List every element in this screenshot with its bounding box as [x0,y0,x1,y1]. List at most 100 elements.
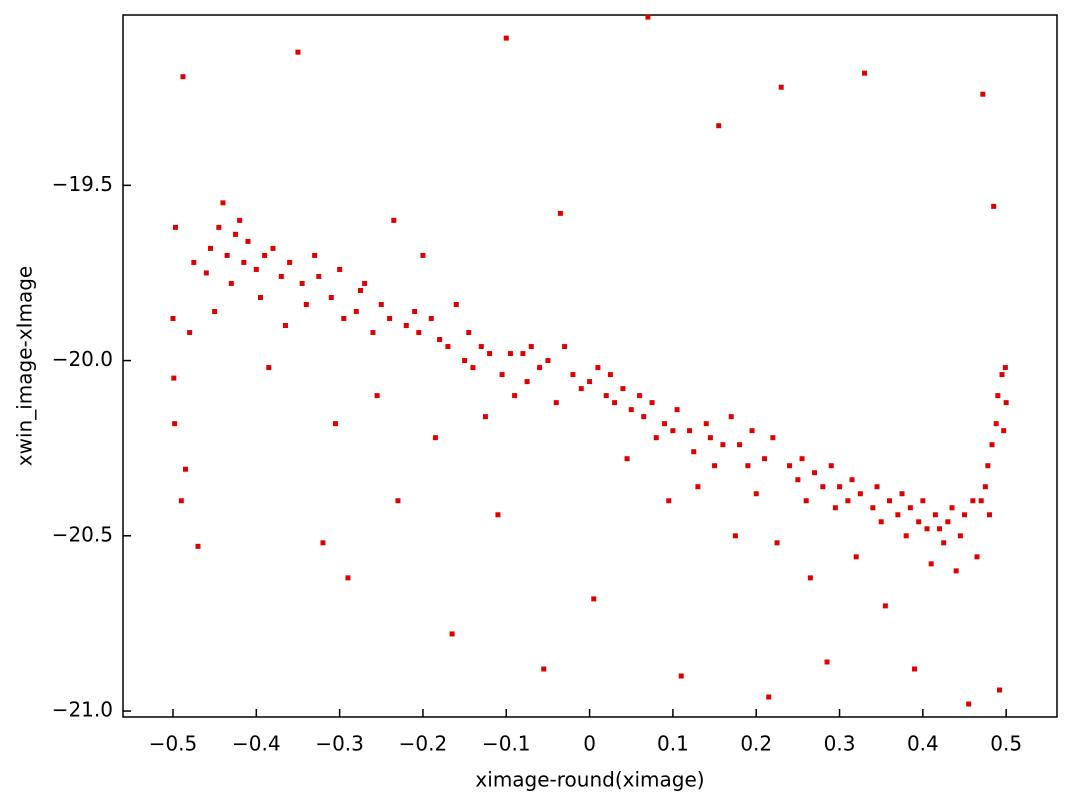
point [216,224,222,230]
point [732,533,738,539]
point [703,421,709,427]
point [653,435,659,441]
point [837,484,843,490]
point [849,477,855,483]
x-tick-label: 0.2 [740,732,772,756]
y-tick-label: −20.5 [52,522,113,546]
point [487,351,493,357]
point [674,407,680,413]
x-tick-label: −0.4 [232,732,281,756]
point [203,270,209,276]
point [299,280,305,286]
point [870,505,876,511]
point [570,372,576,378]
point [595,365,601,371]
point [624,456,630,462]
point [587,379,593,385]
point [253,266,259,272]
point [857,491,863,497]
x-tick-label: −0.5 [149,732,198,756]
point [178,498,184,504]
point [895,512,901,518]
point [303,301,309,307]
point [337,266,343,272]
point [695,484,701,490]
point [941,540,947,546]
point [228,280,234,286]
point [995,393,1001,399]
x-tick-label: 0.3 [824,732,856,756]
point [991,203,997,209]
point [824,659,830,665]
point [537,365,543,371]
point [720,442,726,448]
point [578,386,584,392]
point [982,484,988,490]
point [462,358,468,364]
point [637,393,643,399]
x-tick-label: −0.2 [399,732,448,756]
point [345,575,351,581]
point [172,421,178,427]
point [993,421,999,427]
point [278,273,284,279]
point [370,330,376,336]
point [712,463,718,469]
point [753,491,759,497]
point [966,701,972,707]
point [774,540,780,546]
point [924,526,930,532]
point [778,84,784,90]
point [328,294,334,300]
y-tick-label: −21.0 [52,698,113,722]
x-tick-label: 0.5 [990,732,1022,756]
point [507,351,513,357]
point [937,526,943,532]
point [232,231,238,237]
point [987,512,993,518]
point [237,217,243,223]
point [1002,365,1008,371]
point [737,442,743,448]
point [445,344,451,350]
point [172,224,178,230]
point [762,456,768,462]
point [770,435,776,441]
point [416,330,422,336]
point [928,561,934,567]
point [171,375,177,381]
point [320,540,326,546]
point [766,694,772,700]
point [395,498,401,504]
point [378,301,384,307]
point [874,484,880,490]
point [641,414,647,420]
point [391,217,397,223]
point [974,554,980,560]
point [553,400,559,406]
point [316,273,322,279]
x-tick-label: −0.3 [315,732,364,756]
point [512,393,518,399]
point [262,252,268,258]
point [907,505,913,511]
point [362,280,368,286]
point [687,428,693,434]
point [403,323,409,329]
point [524,379,530,385]
point [282,323,288,329]
point [799,456,805,462]
point [853,554,859,560]
point [562,344,568,350]
point [545,358,551,364]
y-tick-label: −20.0 [52,347,113,371]
point [270,245,276,251]
point [957,533,963,539]
point [503,35,509,41]
y-axis-label: xwin_image-xImage [13,266,37,466]
point [978,498,984,504]
point [187,330,193,336]
x-tick-label: 0.4 [907,732,939,756]
point [999,372,1005,378]
